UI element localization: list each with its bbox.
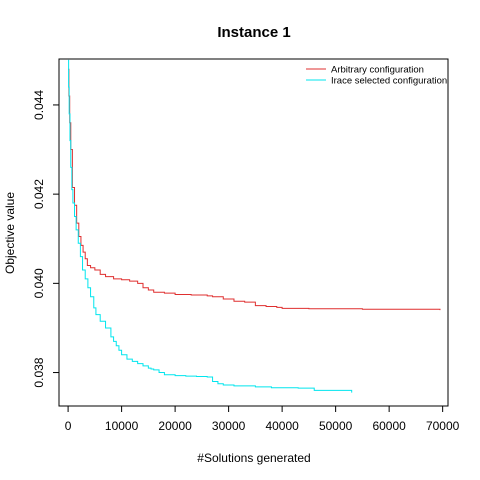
x-tick-label: 10000 [105, 419, 139, 433]
x-axis-label: #Solutions generated [197, 451, 310, 465]
x-tick-label: 20000 [158, 419, 192, 433]
chart-title: Instance 1 [217, 24, 290, 41]
y-tick-label: 0.042 [32, 179, 46, 209]
x-tick-label: 40000 [265, 419, 299, 433]
y-tick-label: 0.038 [32, 357, 46, 387]
legend-label-1: Arbitrary configuration [331, 65, 424, 76]
legend-label-2: Irace selected configuration [331, 76, 447, 87]
y-tick-label: 0.044 [32, 90, 46, 120]
x-tick-label: 50000 [319, 419, 353, 433]
y-tick-label: 0.040 [32, 268, 46, 298]
y-axis-label: Objective value [3, 192, 17, 274]
x-tick-label: 70000 [426, 419, 460, 433]
x-tick-label: 60000 [372, 419, 406, 433]
x-tick-label: 30000 [212, 419, 246, 433]
x-tick-label: 0 [65, 419, 72, 433]
